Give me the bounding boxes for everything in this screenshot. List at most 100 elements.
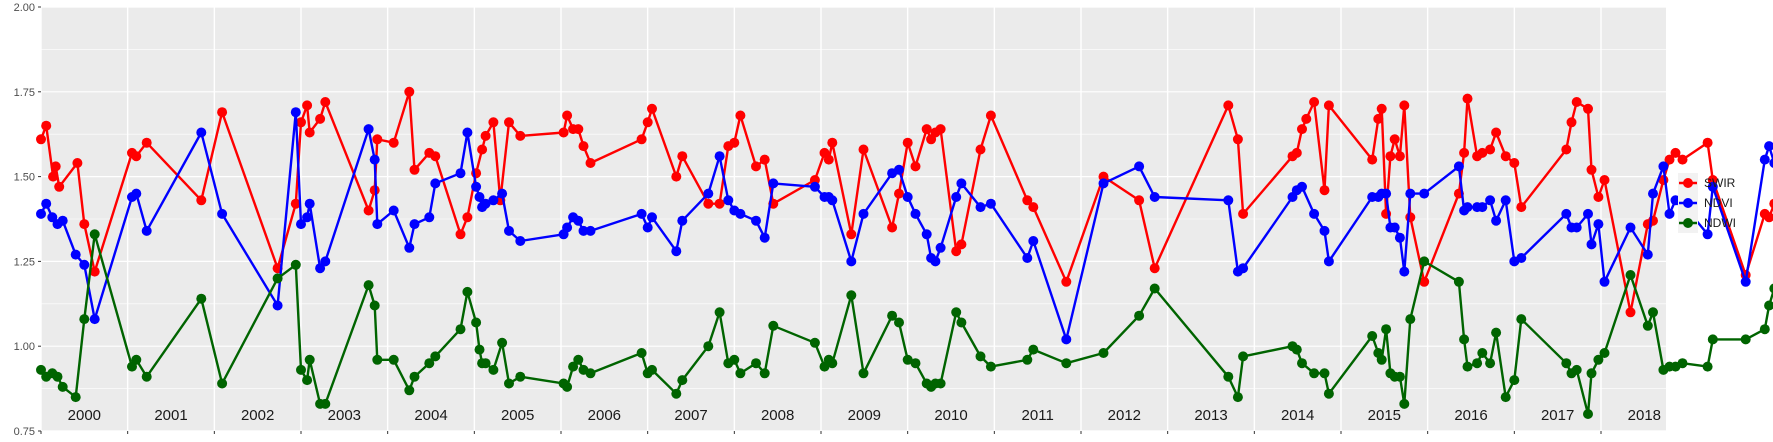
data-point — [1323, 100, 1334, 111]
data-point — [1664, 154, 1675, 165]
data-point — [809, 337, 820, 348]
data-point — [768, 320, 779, 331]
data-point — [57, 215, 68, 226]
series-layer — [36, 86, 1773, 419]
data-point — [1477, 348, 1488, 358]
data-point — [1419, 188, 1430, 199]
data-point — [1297, 124, 1307, 135]
data-point — [1373, 113, 1384, 124]
data-point — [1702, 137, 1713, 148]
data-point — [714, 198, 725, 209]
year-label: 2004 — [414, 407, 447, 424]
data-point — [1593, 219, 1604, 230]
data-point — [1061, 358, 1072, 369]
y-tick-label: 1.50 — [14, 172, 35, 184]
data-point — [902, 192, 913, 202]
data-point — [1098, 348, 1109, 358]
data-point — [320, 256, 331, 267]
data-point — [562, 110, 573, 121]
data-point — [1571, 97, 1582, 107]
data-point — [504, 225, 514, 236]
year-label: 2009 — [848, 407, 881, 424]
data-point — [1462, 202, 1473, 213]
data-point — [1367, 331, 1378, 341]
data-point — [320, 398, 331, 409]
data-point — [1500, 392, 1511, 403]
data-point — [827, 195, 838, 206]
data-point — [1301, 113, 1312, 124]
data-point — [1561, 208, 1572, 219]
data-point — [636, 208, 647, 219]
data-point — [372, 134, 383, 145]
data-point — [1500, 195, 1511, 206]
data-point — [1134, 195, 1145, 206]
data-point — [956, 317, 967, 328]
data-point — [272, 300, 283, 311]
data-point — [642, 222, 653, 233]
data-point — [1309, 97, 1320, 107]
data-point — [36, 364, 46, 375]
data-point — [703, 188, 714, 199]
data-point — [1516, 253, 1527, 263]
data-point — [488, 364, 499, 375]
data-point — [1459, 334, 1470, 345]
data-point — [1642, 249, 1653, 260]
data-point — [1323, 388, 1334, 399]
data-point — [558, 127, 569, 138]
data-point — [562, 222, 573, 233]
data-point — [1319, 225, 1330, 236]
data-point — [1583, 103, 1593, 114]
data-point — [296, 364, 306, 375]
data-point — [951, 246, 962, 257]
legend-marker — [1683, 198, 1693, 208]
data-point — [1664, 208, 1675, 219]
data-point — [585, 158, 596, 168]
year-label: 2015 — [1368, 407, 1401, 424]
data-point — [47, 212, 58, 223]
data-point — [480, 198, 491, 209]
data-point — [1149, 283, 1160, 294]
data-point — [54, 181, 65, 192]
data-point — [1472, 358, 1483, 369]
data-point — [1702, 229, 1713, 240]
data-point — [951, 192, 962, 202]
data-point — [1098, 178, 1109, 189]
data-point — [1516, 314, 1527, 325]
data-point — [1583, 409, 1593, 419]
data-point — [1764, 300, 1773, 311]
data-point — [1399, 398, 1410, 409]
data-point — [302, 100, 313, 111]
data-point — [1319, 368, 1330, 379]
data-point — [1491, 215, 1502, 226]
data-point — [369, 300, 380, 311]
data-point — [1561, 358, 1572, 369]
data-point — [477, 144, 488, 155]
data-point — [1658, 161, 1669, 172]
data-point — [1642, 320, 1653, 331]
data-point — [887, 222, 898, 233]
data-point — [1309, 208, 1320, 219]
data-point — [1134, 310, 1145, 321]
data-point — [921, 229, 932, 240]
data-point — [302, 212, 313, 223]
data-point — [497, 337, 508, 348]
data-point — [1485, 358, 1496, 369]
year-label: 2010 — [934, 407, 967, 424]
data-point — [858, 144, 869, 155]
data-point — [72, 158, 83, 168]
data-point — [480, 130, 491, 141]
data-point — [636, 134, 647, 145]
data-point — [404, 242, 415, 253]
data-point — [647, 364, 657, 375]
data-point — [1149, 263, 1160, 274]
legend: SWIR NDVI NDWI — [1678, 173, 1736, 233]
data-point — [751, 215, 761, 226]
data-point — [430, 151, 441, 162]
data-point — [424, 212, 435, 223]
data-point — [290, 259, 301, 270]
year-label: 2006 — [588, 407, 621, 424]
data-point — [79, 219, 90, 230]
data-point — [1571, 364, 1582, 375]
data-point — [79, 314, 90, 325]
data-point — [409, 371, 420, 382]
